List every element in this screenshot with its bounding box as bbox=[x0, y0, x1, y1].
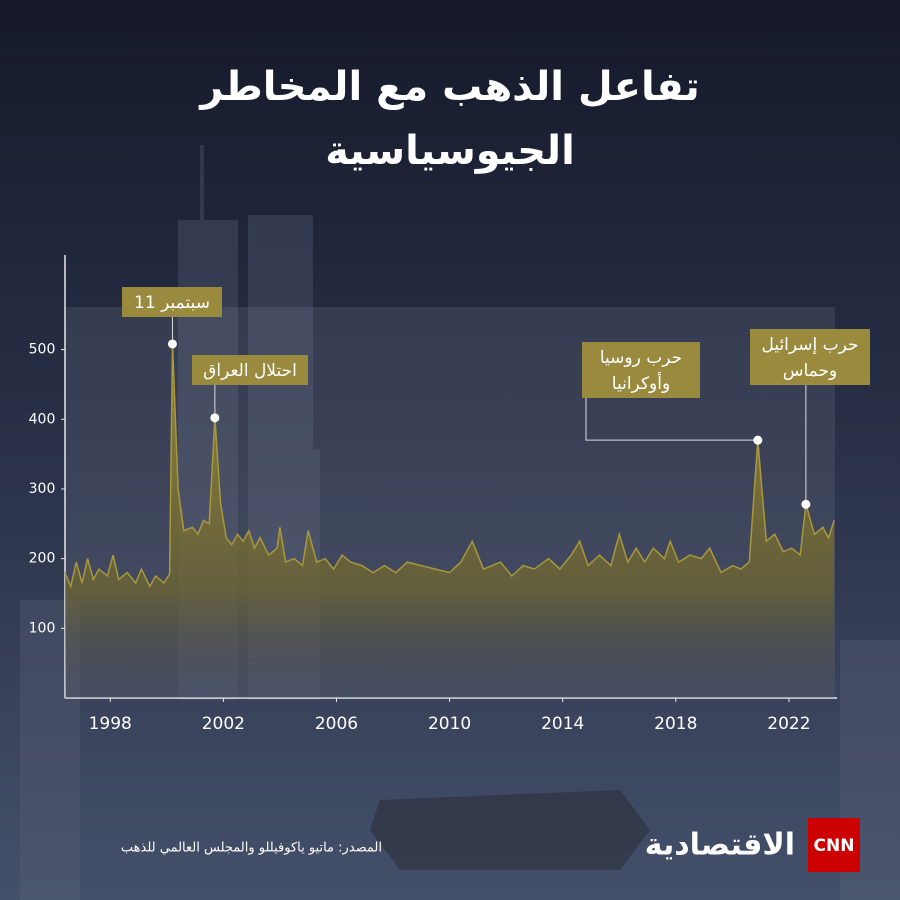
annotation-point bbox=[801, 499, 811, 509]
x-tick-label: 2006 bbox=[315, 714, 358, 734]
logo-box bbox=[808, 818, 860, 872]
x-tick-label: 2018 bbox=[654, 714, 697, 734]
annotation-text: حرب روسيا bbox=[600, 348, 682, 368]
tank bbox=[370, 790, 650, 870]
annotation-box bbox=[582, 342, 700, 398]
y-tick-label: 300 bbox=[29, 481, 56, 497]
annotation-box bbox=[122, 287, 222, 317]
annotation-point bbox=[210, 413, 220, 423]
annotation-text: وأوكرانيا bbox=[612, 372, 670, 394]
x-tick-label: 2014 bbox=[541, 714, 584, 734]
source: المصدر: ماتيو ياكوفيللو والمجلس العالمي … bbox=[121, 841, 382, 856]
x-tick-label: 2002 bbox=[202, 714, 245, 734]
title-box: تفاعل الذهب مع المخاطر الجيوسياسية bbox=[200, 64, 700, 174]
annotation-box bbox=[192, 355, 308, 385]
area bbox=[65, 344, 835, 698]
annotation-text: وحماس bbox=[783, 361, 837, 381]
y-tick-label: 100 bbox=[29, 620, 56, 636]
annotation-text: 11 سبتمبر bbox=[134, 293, 210, 313]
skyline bbox=[20, 145, 900, 900]
chart-title: تفاعل الذهب مع المخاطر الجيوسياسية bbox=[200, 64, 700, 174]
annotation-text: احتلال العراق bbox=[203, 361, 297, 381]
annotation-box bbox=[750, 329, 870, 385]
leader bbox=[585, 398, 758, 441]
logo: CNN bbox=[814, 836, 855, 856]
line bbox=[64, 343, 835, 589]
y-tick-label: 400 bbox=[29, 411, 56, 427]
x-tick-label: 1998 bbox=[89, 714, 132, 734]
y-tick-label: 200 bbox=[29, 551, 56, 567]
annotation-text: حرب إسرائيل bbox=[761, 335, 858, 355]
x-tick-label: 2022 bbox=[767, 714, 810, 734]
y-tick-label: 500 bbox=[29, 342, 56, 358]
brand-name: الاقتصادية bbox=[645, 828, 795, 863]
annotation-point bbox=[753, 435, 763, 445]
x-tick-label: 2010 bbox=[428, 714, 471, 734]
annotation-point bbox=[167, 339, 177, 349]
